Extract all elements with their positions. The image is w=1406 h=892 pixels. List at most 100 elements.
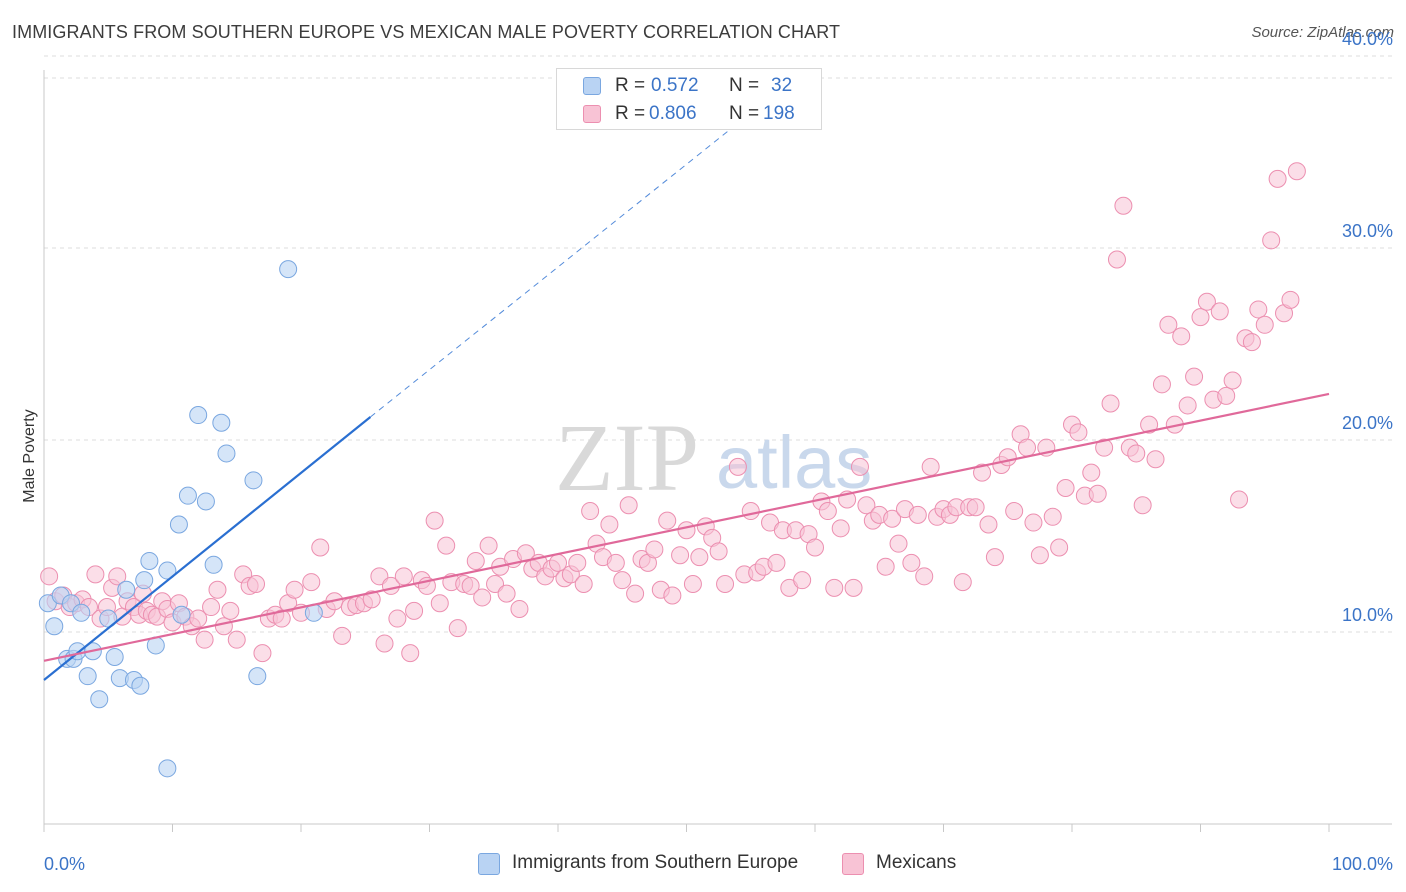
- mexicans-point: [806, 538, 824, 557]
- mexicans-point: [1281, 290, 1300, 309]
- southern-europe-point: [135, 571, 154, 590]
- mexicans-point: [857, 496, 876, 515]
- r-label: R =: [615, 103, 646, 124]
- mexicans-point: [613, 571, 632, 590]
- mexicans-point: [818, 502, 837, 521]
- mexicans-point: [375, 634, 394, 653]
- mexicans-point: [1069, 423, 1088, 442]
- watermark: ZIP atlas: [555, 404, 872, 511]
- x-ticks: 0.0% 100.0%: [43, 824, 1393, 874]
- southern-europe-point: [158, 561, 177, 580]
- mexicans-point: [302, 573, 321, 592]
- y-tick-label: 40.0%: [1342, 29, 1393, 49]
- mexicans-point: [1107, 250, 1126, 269]
- mexicans-point: [253, 644, 272, 663]
- mexicans-point: [473, 588, 492, 607]
- r-label: R =: [615, 75, 646, 96]
- mexicans-point: [1095, 438, 1114, 457]
- southern-europe-point: [189, 406, 208, 425]
- watermark-zip: ZIP: [555, 404, 699, 511]
- mexicans-point: [574, 575, 593, 593]
- mexicans-point: [966, 498, 985, 517]
- mexicans-point: [1050, 538, 1069, 557]
- mexicans-point: [876, 557, 895, 576]
- mexicans-point: [40, 567, 59, 586]
- mexicans-point: [425, 511, 444, 530]
- mexicans-point: [793, 571, 812, 590]
- legend-swatch-pink: [842, 853, 864, 875]
- mexicans-point: [1255, 315, 1274, 334]
- mexicans-point: [716, 575, 735, 593]
- mexicans-point: [1146, 450, 1165, 469]
- mexicans-point: [86, 565, 105, 584]
- x-tick-label: 100.0%: [1332, 854, 1393, 874]
- mexicans-point: [479, 536, 498, 555]
- mexicans-point: [208, 580, 227, 599]
- southern-europe-trend-extension: [370, 122, 739, 418]
- southern-europe-point: [105, 647, 124, 666]
- mexicans-point: [1287, 162, 1306, 181]
- stats-swatch-pink: [583, 105, 601, 123]
- r-value: 0.572: [651, 75, 699, 96]
- mexicans-point: [728, 457, 747, 476]
- mexicans-point: [401, 644, 420, 663]
- mexicans-point: [606, 553, 625, 572]
- mexicans-point: [663, 586, 682, 605]
- southern-europe-point: [172, 605, 191, 624]
- mexicans-point: [394, 567, 413, 586]
- mexicans-point: [405, 601, 424, 620]
- southern-europe-point: [196, 492, 215, 511]
- mexicans-point: [311, 538, 330, 557]
- mexicans-point: [272, 609, 291, 628]
- southern-europe-point: [217, 444, 236, 463]
- mexicans-point: [921, 457, 940, 476]
- mexicans-point: [645, 540, 664, 559]
- stats-row-mexicans: R = 0.806 N = 198: [557, 101, 821, 129]
- mexicans-point: [1082, 463, 1101, 482]
- mexicans-point: [247, 575, 266, 593]
- mexicans-point: [831, 519, 850, 538]
- mexicans-point: [1268, 169, 1287, 188]
- mexicans-point: [1197, 292, 1216, 311]
- southern-europe-point: [45, 617, 64, 636]
- southern-europe-trend-line: [43, 416, 372, 681]
- mexicans-point: [1210, 302, 1229, 321]
- mexicans-point: [1242, 333, 1261, 352]
- mexicans-point: [902, 553, 921, 572]
- mexicans-point: [1223, 371, 1242, 390]
- mexicans-point: [1217, 386, 1236, 405]
- y-axis-title: Male Poverty: [21, 409, 38, 502]
- mexicans-point: [973, 463, 992, 482]
- southern-europe-point: [279, 260, 298, 279]
- mexicans-point: [619, 496, 638, 515]
- southern-europe-point: [78, 667, 97, 686]
- legend-label: Immigrants from Southern Europe: [512, 852, 799, 873]
- mexicans-point: [1152, 375, 1171, 394]
- mexicans-point: [671, 546, 690, 565]
- mexicans-point: [677, 521, 696, 540]
- mexicans-point: [214, 617, 233, 636]
- mexicans-point: [227, 630, 246, 649]
- mexicans-point: [221, 601, 240, 620]
- southern-europe-point: [90, 690, 109, 709]
- axes: [43, 70, 1392, 825]
- mexicans-point: [1191, 308, 1210, 327]
- mexicans-point: [108, 567, 127, 586]
- n-value: 32: [771, 75, 793, 96]
- mexicans-point: [915, 567, 934, 586]
- stats-row-southern-europe: R = 0.572 N = 32: [557, 73, 821, 101]
- mexicans-point: [844, 578, 863, 597]
- mexicans-point: [195, 630, 214, 649]
- mexicans-point: [1172, 327, 1191, 346]
- mexicans-point: [979, 515, 998, 534]
- mexicans-point: [889, 534, 908, 553]
- mexicans-point: [825, 578, 844, 597]
- southern-europe-point: [212, 413, 231, 432]
- southern-europe-point: [169, 515, 188, 534]
- mexicans-point: [202, 598, 221, 617]
- correlation-stats-box: R = 0.572 N = 32 R = 0.806 N = 198: [556, 68, 822, 130]
- mexicans-point: [600, 515, 619, 534]
- southern-europe-point: [248, 667, 267, 686]
- mexicans-point: [1024, 513, 1043, 532]
- mexicans-point: [767, 553, 786, 572]
